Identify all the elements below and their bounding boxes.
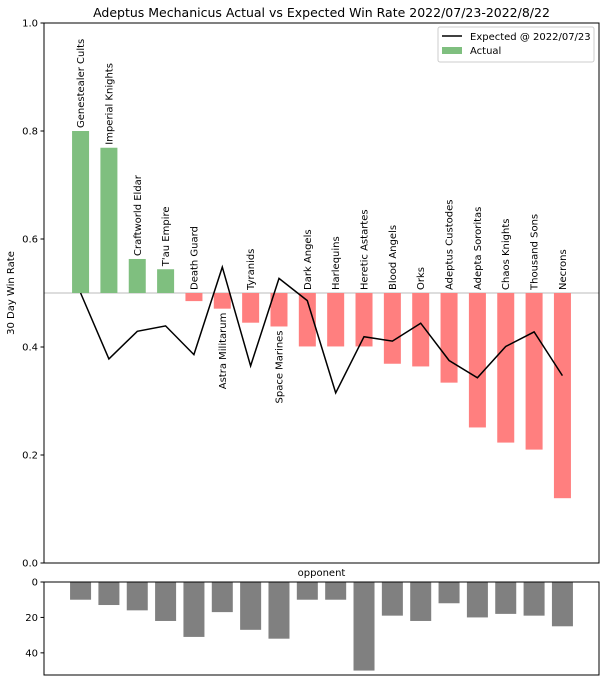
opponent-bars bbox=[70, 582, 573, 671]
bar bbox=[298, 293, 316, 347]
bar bbox=[497, 293, 515, 443]
bar bbox=[128, 258, 146, 293]
bar-label: Tyranids bbox=[246, 249, 257, 291]
bar-label: Heretic Astartes bbox=[360, 209, 371, 290]
bar-label: Chaos Knights bbox=[501, 219, 512, 290]
opponent-bar bbox=[325, 582, 347, 600]
opponent-bar bbox=[98, 582, 120, 606]
legend-patch-actual bbox=[442, 47, 462, 54]
opponent-chart: opponent 0 20 40 bbox=[25, 568, 600, 676]
opponent-bar bbox=[70, 582, 92, 600]
legend-box bbox=[437, 26, 595, 63]
bar-label: Imperial Knights bbox=[104, 63, 115, 145]
bar-label: Death Guard bbox=[189, 226, 200, 290]
bar bbox=[468, 293, 486, 428]
opponent-bar bbox=[268, 582, 290, 639]
bar bbox=[383, 293, 401, 364]
bar-label: Thousand Sons bbox=[530, 214, 541, 291]
bar-label: Genestealer Cults bbox=[76, 39, 87, 128]
y-tick-label: 0.8 bbox=[22, 127, 38, 138]
bar-label: Astra Militarum bbox=[218, 313, 229, 390]
main-chart: Adeptus Mechanicus Actual vs Expected Wi… bbox=[6, 5, 600, 570]
bar bbox=[553, 293, 571, 499]
bar bbox=[412, 293, 430, 367]
y-axis-ticks: 0.0 0.2 0.4 0.6 0.8 1.0 bbox=[22, 19, 44, 570]
legend: Expected @ 2022/07/23 Actual bbox=[437, 26, 595, 63]
bar bbox=[100, 147, 118, 293]
opponent-bar bbox=[211, 582, 233, 613]
bar-label: Adeptus Custodes bbox=[445, 200, 456, 290]
opponent-bar bbox=[126, 582, 148, 611]
bar-label: Craftworld Eldar bbox=[133, 174, 144, 256]
opponent-bar bbox=[240, 582, 262, 630]
opponent-bar bbox=[296, 582, 318, 600]
opponent-bar bbox=[155, 582, 177, 621]
opponent-bar bbox=[551, 582, 573, 627]
bar bbox=[270, 293, 288, 327]
y-tick-label: 1.0 bbox=[22, 19, 38, 30]
opponent-y-tick-label: 0 bbox=[32, 578, 38, 589]
y-axis-label: 30 Day Win Rate bbox=[6, 251, 17, 335]
bar-label: Harlequins bbox=[331, 236, 342, 290]
bar bbox=[355, 293, 373, 347]
opponent-bar bbox=[438, 582, 460, 604]
main-axes-frame bbox=[43, 22, 600, 564]
opponent-bar bbox=[183, 582, 205, 637]
bars bbox=[72, 131, 571, 499]
legend-label-actual: Actual bbox=[470, 46, 501, 57]
bar-label: Necrons bbox=[558, 249, 569, 290]
bar bbox=[157, 269, 175, 293]
bar-label: Blood Angels bbox=[388, 225, 399, 290]
y-tick-label: 0.4 bbox=[22, 343, 38, 354]
y-tick-label: 0.6 bbox=[22, 235, 38, 246]
bar bbox=[327, 293, 345, 347]
opponent-bar bbox=[410, 582, 432, 621]
bar bbox=[213, 293, 231, 309]
bar bbox=[185, 293, 203, 302]
bar-label: T'au Empire bbox=[161, 207, 172, 268]
bar bbox=[440, 293, 458, 383]
opponent-bar bbox=[353, 582, 375, 671]
opponent-bar bbox=[381, 582, 403, 616]
bar-label: Adepta Sororitas bbox=[473, 207, 484, 290]
opponent-chart-title: opponent bbox=[298, 568, 346, 579]
bar bbox=[72, 131, 90, 293]
expected-line bbox=[79, 264, 564, 395]
opponent-bar bbox=[495, 582, 517, 614]
opponent-y-axis-ticks: 0 20 40 bbox=[25, 578, 44, 659]
bar-label: Space Marines bbox=[274, 330, 285, 403]
opponent-bar bbox=[523, 582, 545, 616]
bar bbox=[242, 293, 260, 323]
legend-label-expected: Expected @ 2022/07/23 bbox=[470, 32, 591, 43]
opponent-y-tick-label: 20 bbox=[25, 613, 38, 624]
opponent-bar bbox=[466, 582, 488, 618]
bar-label: Dark Angels bbox=[303, 229, 314, 290]
y-tick-label: 0.0 bbox=[22, 559, 38, 570]
opponent-y-tick-label: 40 bbox=[25, 648, 38, 659]
y-tick-label: 0.2 bbox=[22, 451, 38, 462]
bar-label: Orks bbox=[416, 267, 427, 290]
bar-labels: Genestealer Cults Imperial Knights Craftwo… bbox=[76, 39, 569, 404]
opponent-axes-frame bbox=[43, 581, 600, 676]
bar bbox=[525, 293, 543, 450]
chart-title: Adeptus Mechanicus Actual vs Expected Wi… bbox=[93, 5, 550, 20]
